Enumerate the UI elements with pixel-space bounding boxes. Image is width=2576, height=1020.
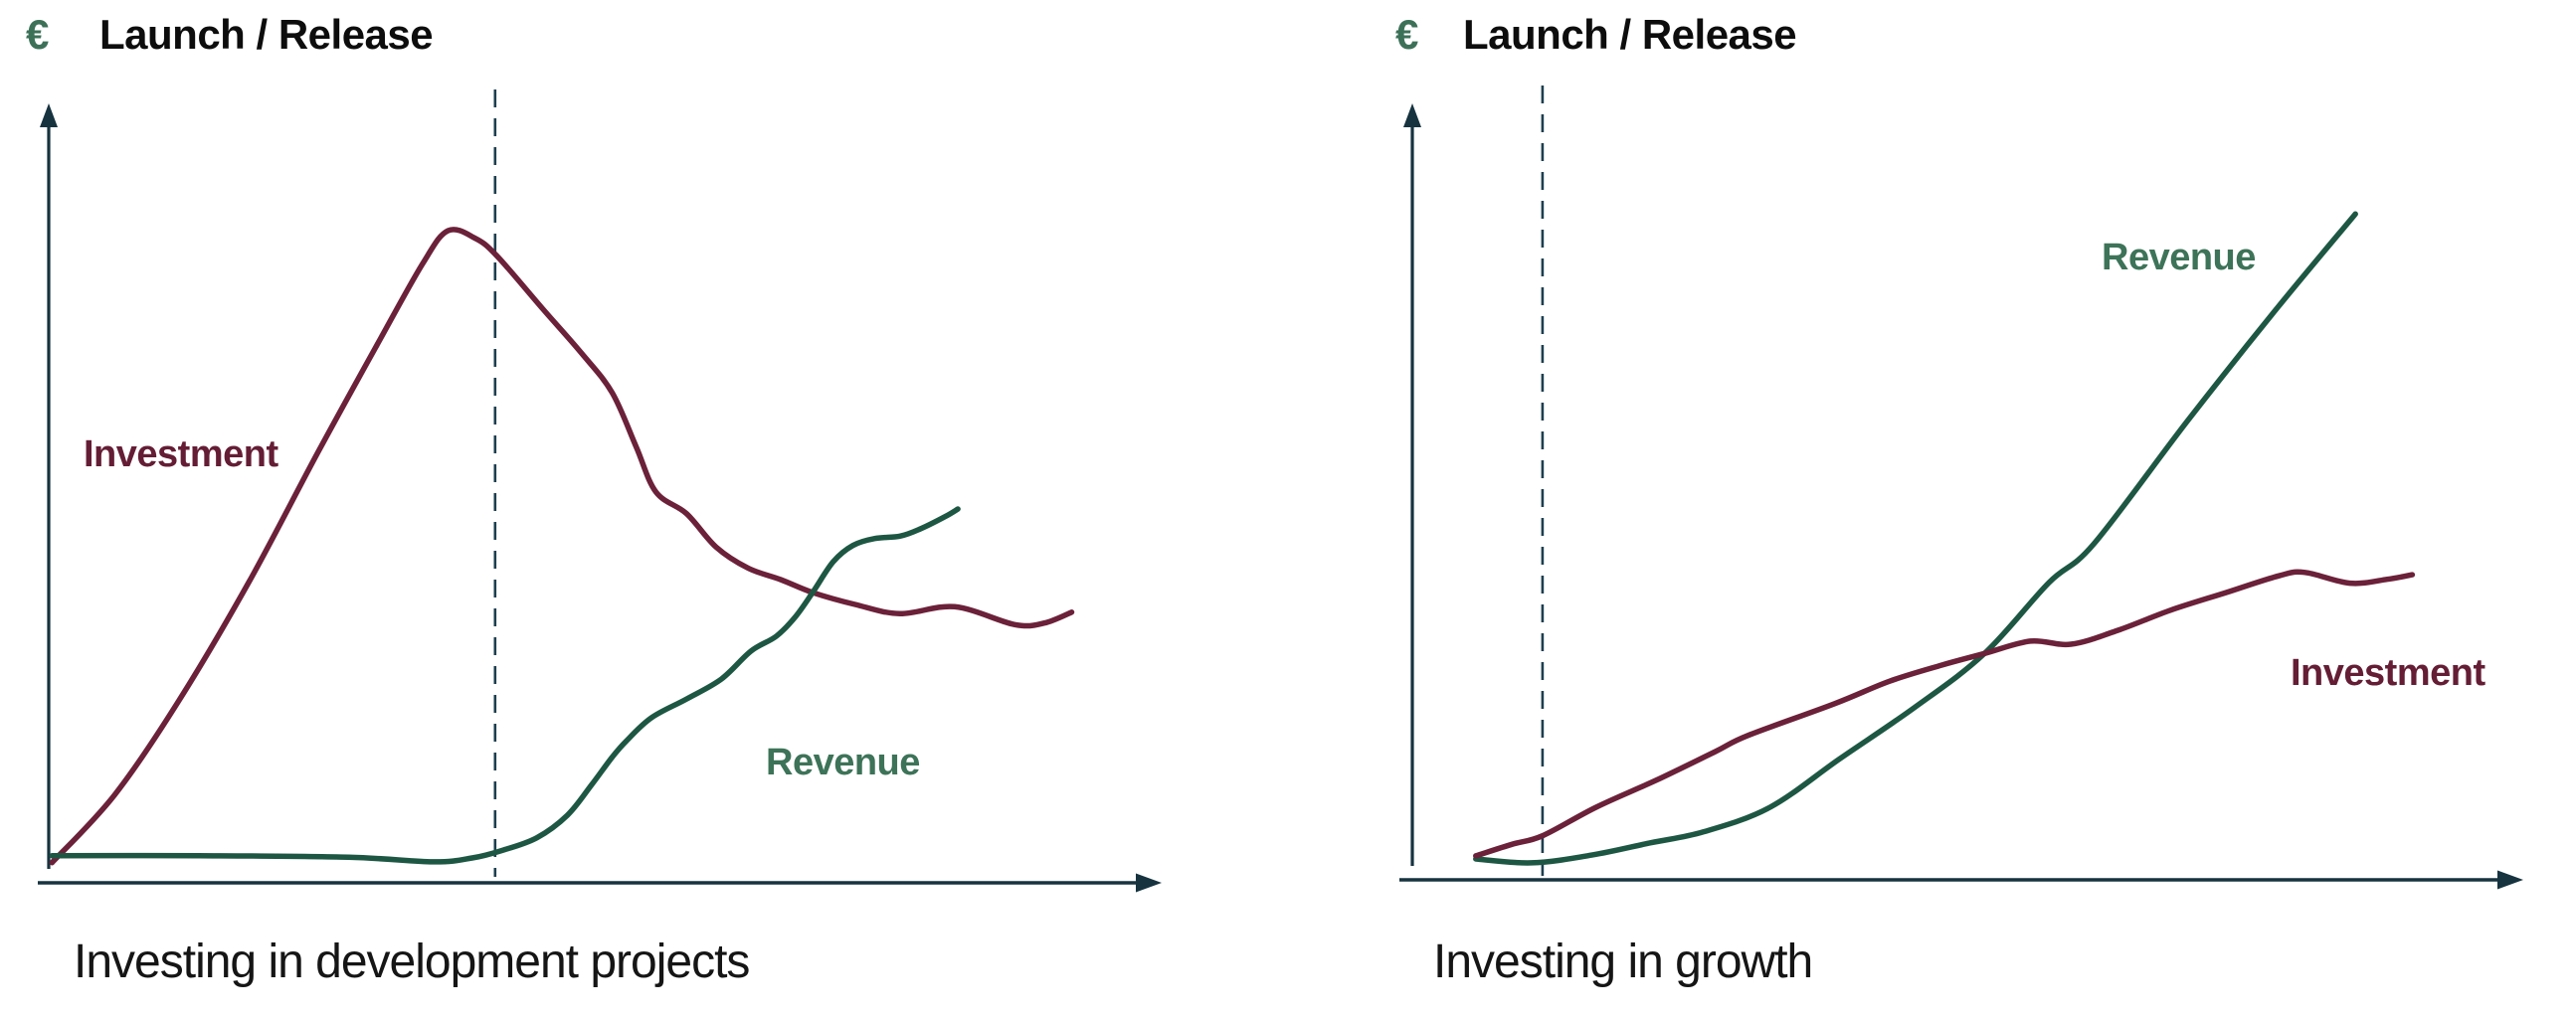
chart-caption: Investing in development projects — [74, 935, 750, 988]
chart-panel-growth: € Launch / Release Revenue Investment In… — [1288, 0, 2576, 1020]
euro-axis-label: € — [26, 11, 50, 58]
chart-caption: Investing in growth — [1433, 935, 1813, 988]
plot-area-growth — [1399, 85, 2523, 890]
revenue-series-label: Revenue — [2102, 237, 2256, 278]
revenue-series-label: Revenue — [766, 742, 920, 783]
investment-series-label: Investment — [84, 433, 278, 475]
investment-series-label: Investment — [2291, 652, 2485, 694]
chart-panel-development-projects: € Launch / Release Investment Revenue In… — [26, 11, 1162, 988]
launch-release-title: Launch / Release — [99, 11, 434, 58]
launch-release-title: Launch / Release — [1463, 11, 1797, 58]
euro-axis-label: € — [1395, 11, 1419, 58]
plot-area-development-projects — [38, 89, 1162, 893]
